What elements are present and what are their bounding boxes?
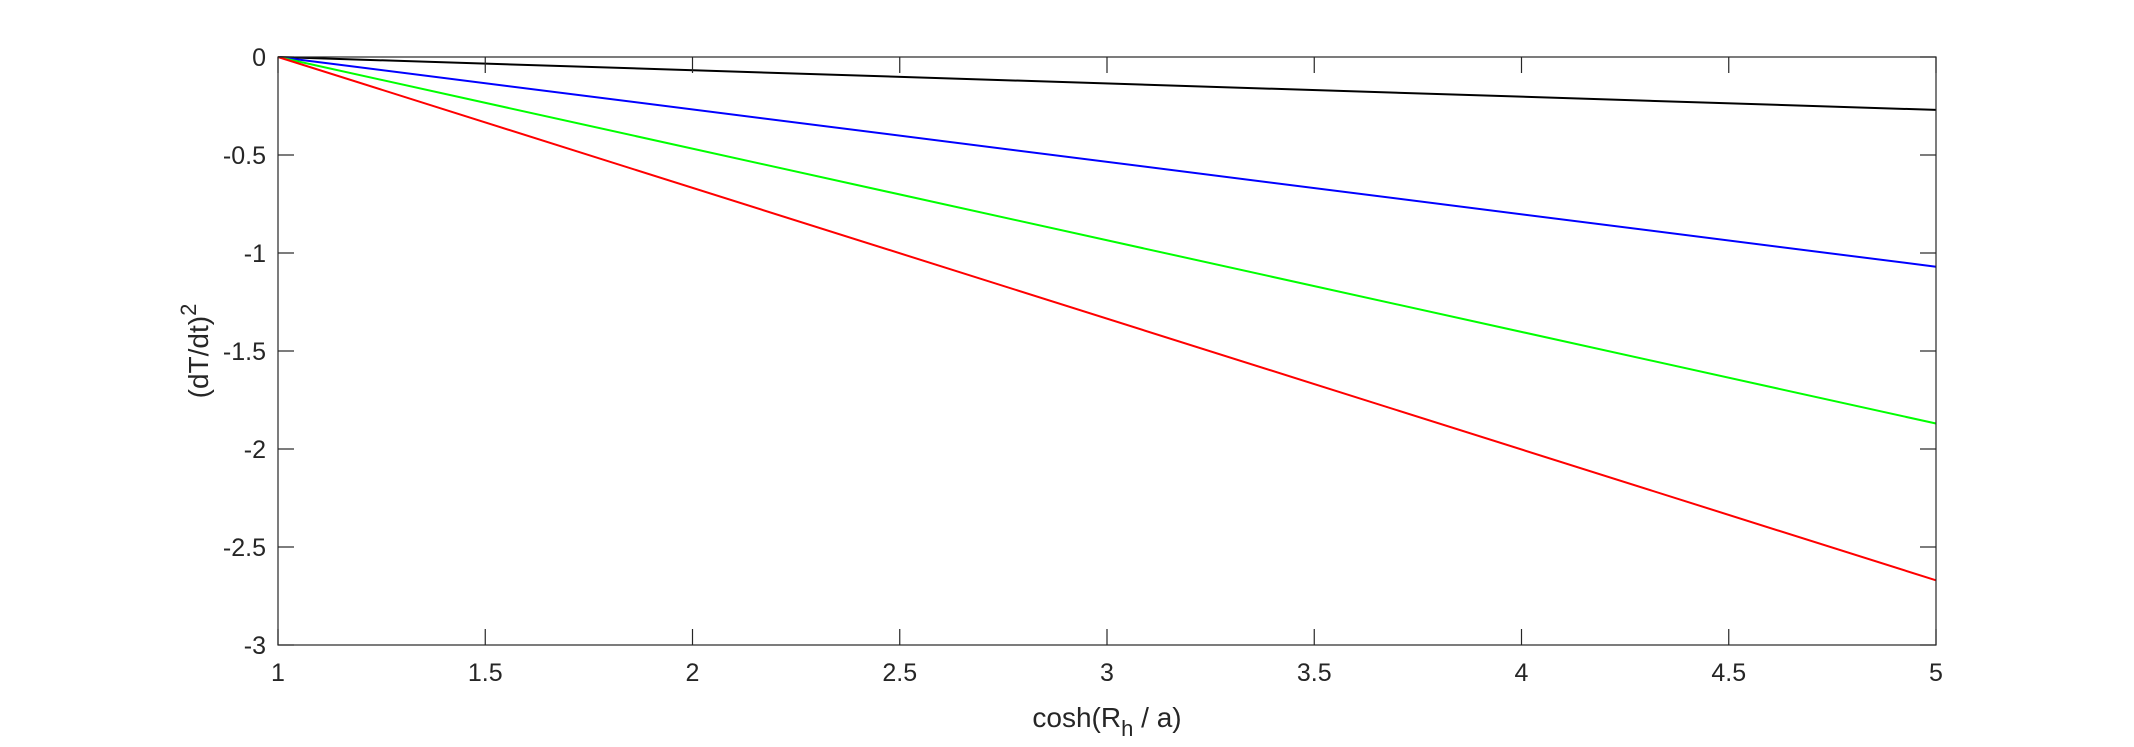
x-tick-label: 3.5 bbox=[1297, 659, 1332, 687]
y-tick-label: -2.5 bbox=[223, 534, 266, 562]
x-tick-label: 5 bbox=[1929, 659, 1943, 687]
plot-area bbox=[278, 57, 1936, 645]
x-tick-label: 3 bbox=[1100, 659, 1114, 687]
series-line-2 bbox=[277, 56, 1937, 268]
y-axis-label: (dT/dt)2 bbox=[176, 304, 214, 399]
x-tick-label: 2.5 bbox=[882, 659, 917, 687]
x-tick-label: 1 bbox=[271, 659, 285, 687]
y-tick-label: -1.5 bbox=[223, 338, 266, 366]
y-tick-label: -2 bbox=[244, 436, 266, 464]
y-tick-label: -3 bbox=[244, 632, 266, 660]
y-tick-label: 0 bbox=[252, 44, 266, 72]
series-layer bbox=[277, 56, 1937, 582]
x-tick-label: 2 bbox=[686, 659, 700, 687]
y-tick-labels: 0 -0.5 -1 -1.5 -2 -2.5 -3 bbox=[223, 44, 266, 660]
x-tick-label: 1.5 bbox=[468, 659, 503, 687]
axes-box bbox=[277, 56, 1937, 646]
series-line-4 bbox=[277, 56, 1937, 582]
x-tick-label: 4 bbox=[1515, 659, 1529, 687]
y-tick-label: -1 bbox=[244, 240, 266, 268]
series-line-1 bbox=[277, 56, 1937, 111]
x-axis-label: cosh(Rh / a) bbox=[1032, 702, 1181, 741]
x-tick-labels: 1 1.5 2 2.5 3 3.5 4 4.5 5 bbox=[271, 659, 1943, 687]
x-tick-label: 4.5 bbox=[1711, 659, 1746, 687]
series-line-3 bbox=[277, 56, 1937, 425]
y-tick-label: -0.5 bbox=[223, 142, 266, 170]
